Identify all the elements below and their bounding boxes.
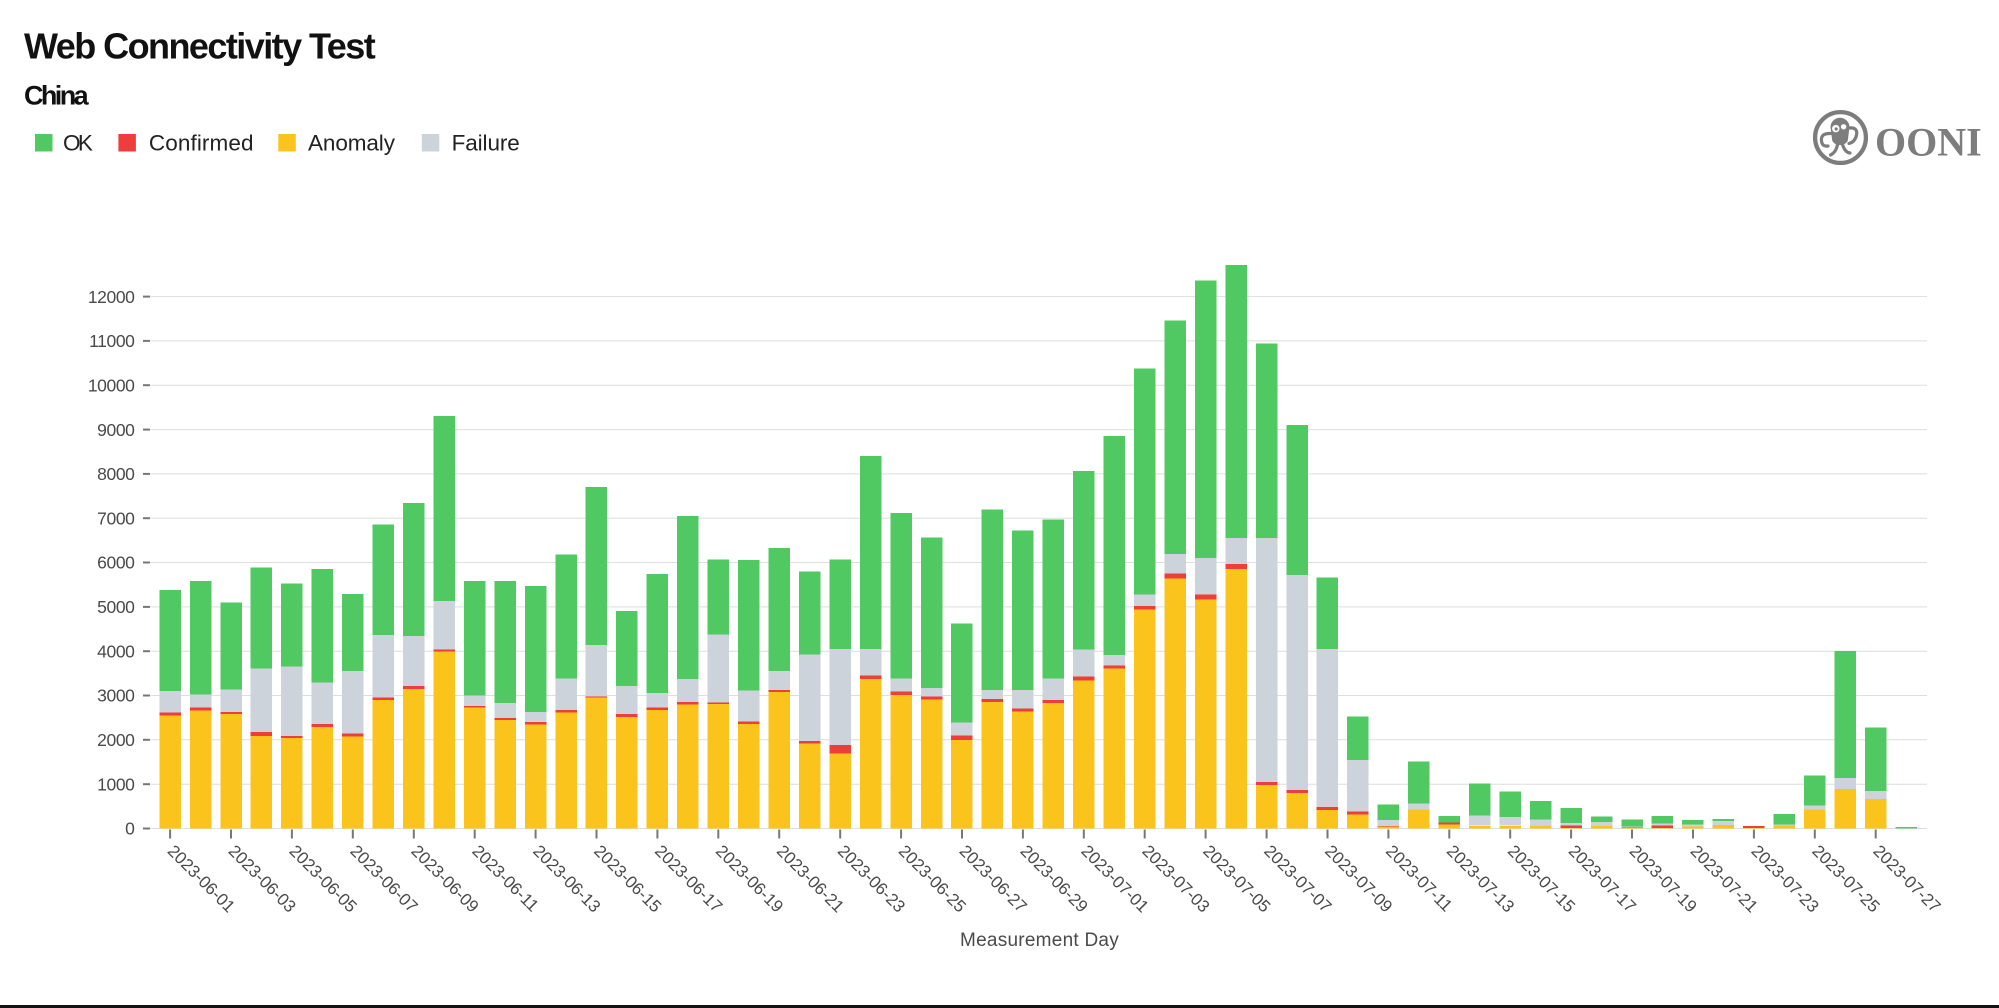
svg-text:OK: OK: [63, 131, 93, 156]
svg-text:7000: 7000: [97, 508, 135, 528]
svg-text:9000: 9000: [97, 420, 135, 440]
svg-text:0: 0: [125, 819, 135, 839]
svg-text:3000: 3000: [97, 686, 135, 706]
svg-text:12000: 12000: [88, 287, 135, 307]
svg-text:Measurement Day: Measurement Day: [960, 930, 1119, 951]
svg-text:Anomaly: Anomaly: [308, 131, 396, 156]
svg-text:Web Connectivity Test: Web Connectivity Test: [24, 26, 376, 67]
svg-text:China: China: [24, 81, 90, 111]
svg-text:OONI: OONI: [1875, 120, 1982, 165]
svg-text:Confirmed: Confirmed: [149, 131, 254, 156]
svg-text:2000: 2000: [97, 730, 135, 750]
svg-text:11000: 11000: [89, 331, 135, 351]
svg-text:Failure: Failure: [452, 131, 520, 156]
svg-text:6000: 6000: [97, 553, 135, 573]
svg-text:10000: 10000: [88, 375, 135, 395]
svg-text:4000: 4000: [97, 641, 135, 661]
svg-text:1000: 1000: [97, 774, 135, 794]
svg-text:8000: 8000: [97, 464, 135, 484]
svg-text:5000: 5000: [97, 597, 135, 617]
